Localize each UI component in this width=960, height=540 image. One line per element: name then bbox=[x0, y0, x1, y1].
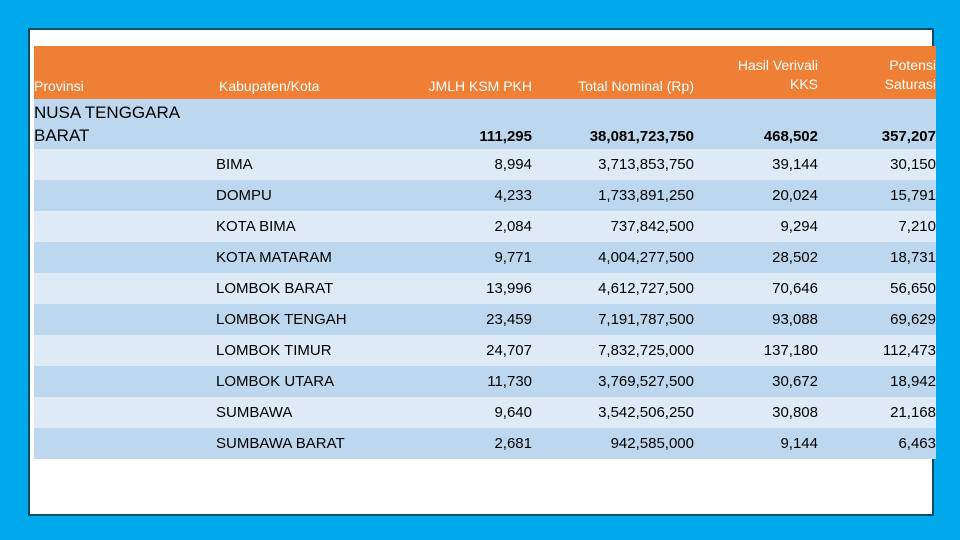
table-row: DOMPU 4,233 1,733,891,250 20,024 15,791 bbox=[34, 180, 936, 211]
cell-total-nominal: 4,612,727,500 bbox=[532, 273, 694, 304]
table-row: KOTA MATARAM 9,771 4,004,277,500 28,502 … bbox=[34, 242, 936, 273]
cell-potensi-saturasi: 6,463 bbox=[818, 428, 936, 459]
cell-potensi-saturasi: 15,791 bbox=[818, 180, 936, 211]
province-jmlh-ksm: 111,295 bbox=[416, 99, 532, 149]
cell-hasil-verivali: 9,144 bbox=[694, 428, 818, 459]
header-jmlh-ksm: JMLH KSM PKH bbox=[416, 46, 532, 99]
cell-potensi-saturasi: 69,629 bbox=[818, 304, 936, 335]
province-name: NUSA TENGGARA BARAT bbox=[34, 99, 216, 149]
cell-potensi-saturasi: 112,473 bbox=[818, 335, 936, 366]
province-hasil-verivali: 468,502 bbox=[694, 99, 818, 149]
cell-kabupaten: KOTA BIMA bbox=[216, 211, 416, 242]
cell-kabupaten: KOTA MATARAM bbox=[216, 242, 416, 273]
cell-hasil-verivali: 137,180 bbox=[694, 335, 818, 366]
header-kabupaten: Kabupaten/Kota bbox=[216, 46, 416, 99]
cell-hasil-verivali: 39,144 bbox=[694, 149, 818, 180]
table-row: LOMBOK TIMUR 24,707 7,832,725,000 137,18… bbox=[34, 335, 936, 366]
header-hasil-verivali-text: Hasil Verivali KKS bbox=[737, 57, 818, 92]
cell-total-nominal: 7,832,725,000 bbox=[532, 335, 694, 366]
cell-kabupaten: SUMBAWA BARAT bbox=[216, 428, 416, 459]
cell-kabupaten: LOMBOK UTARA bbox=[216, 366, 416, 397]
table-row: SUMBAWA 9,640 3,542,506,250 30,808 21,16… bbox=[34, 397, 936, 428]
header-potensi-saturasi-text: Potensi Saturasi bbox=[884, 57, 936, 92]
cell-hasil-verivali: 93,088 bbox=[694, 304, 818, 335]
cell-potensi-saturasi: 30,150 bbox=[818, 149, 936, 180]
cell-hasil-verivali: 20,024 bbox=[694, 180, 818, 211]
cell-total-nominal: 1,733,891,250 bbox=[532, 180, 694, 211]
cell-hasil-verivali: 30,808 bbox=[694, 397, 818, 428]
table-row: KOTA BIMA 2,084 737,842,500 9,294 7,210 bbox=[34, 211, 936, 242]
table-row: LOMBOK BARAT 13,996 4,612,727,500 70,646… bbox=[34, 273, 936, 304]
cell-potensi-saturasi: 18,731 bbox=[818, 242, 936, 273]
cell-total-nominal: 3,542,506,250 bbox=[532, 397, 694, 428]
cell-jmlh-ksm: 8,994 bbox=[416, 149, 532, 180]
cell-potensi-saturasi: 56,650 bbox=[818, 273, 936, 304]
header-total-nominal: Total Nominal (Rp) bbox=[532, 46, 694, 99]
cell-total-nominal: 4,004,277,500 bbox=[532, 242, 694, 273]
cell-kabupaten: DOMPU bbox=[216, 180, 416, 211]
cell-hasil-verivali: 28,502 bbox=[694, 242, 818, 273]
cell-total-nominal: 942,585,000 bbox=[532, 428, 694, 459]
cell-hasil-verivali: 30,672 bbox=[694, 366, 818, 397]
table-row: LOMBOK UTARA 11,730 3,769,527,500 30,672… bbox=[34, 366, 936, 397]
cell-jmlh-ksm: 9,771 bbox=[416, 242, 532, 273]
cell-hasil-verivali: 9,294 bbox=[694, 211, 818, 242]
cell-potensi-saturasi: 21,168 bbox=[818, 397, 936, 428]
table-row: SUMBAWA BARAT 2,681 942,585,000 9,144 6,… bbox=[34, 428, 936, 459]
cell-jmlh-ksm: 9,640 bbox=[416, 397, 532, 428]
header-hasil-verivali: Hasil Verivali KKS bbox=[694, 46, 818, 99]
cell-potensi-saturasi: 7,210 bbox=[818, 211, 936, 242]
province-row: NUSA TENGGARA BARAT 111,295 38,081,723,7… bbox=[34, 99, 936, 149]
cell-total-nominal: 737,842,500 bbox=[532, 211, 694, 242]
cell-kabupaten: BIMA bbox=[216, 149, 416, 180]
province-kabupaten-empty bbox=[216, 99, 416, 149]
table-header-row: Provinsi Kabupaten/Kota JMLH KSM PKH Tot… bbox=[34, 46, 936, 99]
cell-jmlh-ksm: 2,084 bbox=[416, 211, 532, 242]
cell-jmlh-ksm: 11,730 bbox=[416, 366, 532, 397]
header-provinsi: Provinsi bbox=[34, 46, 216, 99]
cell-total-nominal: 3,769,527,500 bbox=[532, 366, 694, 397]
province-potensi-saturasi: 357,207 bbox=[818, 99, 936, 149]
table-row: BIMA 8,994 3,713,853,750 39,144 30,150 bbox=[34, 149, 936, 180]
cell-potensi-saturasi: 18,942 bbox=[818, 366, 936, 397]
cell-jmlh-ksm: 13,996 bbox=[416, 273, 532, 304]
table-row: LOMBOK TENGAH 23,459 7,191,787,500 93,08… bbox=[34, 304, 936, 335]
cell-jmlh-ksm: 2,681 bbox=[416, 428, 532, 459]
province-total-nominal: 38,081,723,750 bbox=[532, 99, 694, 149]
header-potensi-saturasi: Potensi Saturasi bbox=[818, 46, 936, 99]
cell-hasil-verivali: 70,646 bbox=[694, 273, 818, 304]
cell-kabupaten: SUMBAWA bbox=[216, 397, 416, 428]
cell-jmlh-ksm: 23,459 bbox=[416, 304, 532, 335]
data-table: Provinsi Kabupaten/Kota JMLH KSM PKH Tot… bbox=[34, 46, 936, 459]
cell-total-nominal: 7,191,787,500 bbox=[532, 304, 694, 335]
cell-jmlh-ksm: 24,707 bbox=[416, 335, 532, 366]
cell-kabupaten: LOMBOK BARAT bbox=[216, 273, 416, 304]
cell-jmlh-ksm: 4,233 bbox=[416, 180, 532, 211]
cell-kabupaten: LOMBOK TENGAH bbox=[216, 304, 416, 335]
cell-total-nominal: 3,713,853,750 bbox=[532, 149, 694, 180]
cell-kabupaten: LOMBOK TIMUR bbox=[216, 335, 416, 366]
